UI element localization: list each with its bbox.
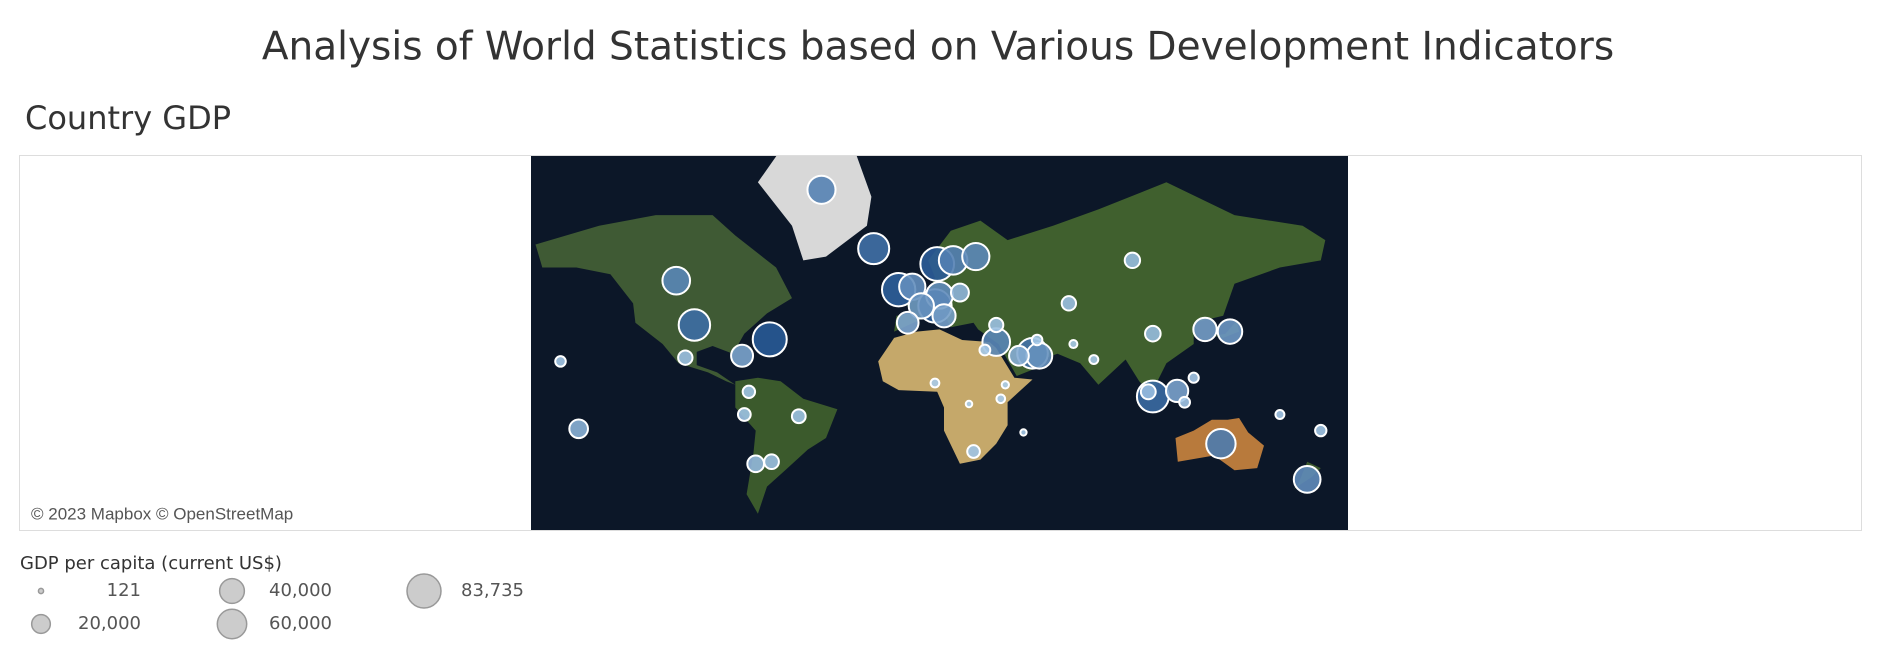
country-bubble [1314, 423, 1328, 438]
legend-size-mark [218, 577, 246, 605]
country-bubble [966, 444, 981, 459]
legend-size-mark [406, 573, 442, 609]
country-bubble [1139, 383, 1157, 401]
country-bubble [1187, 371, 1200, 384]
country-bubble [988, 316, 1005, 334]
country-bubble [746, 454, 766, 474]
country-bubble [978, 343, 992, 357]
country-bubble [1088, 354, 1100, 365]
country-bubble [790, 408, 807, 425]
attribution-bg [24, 503, 308, 527]
legend-label: 20,000 [78, 613, 141, 634]
legend-label: 60,000 [269, 613, 332, 634]
country-bubble [929, 377, 941, 389]
country-bubble [1205, 427, 1237, 460]
country-bubble [1274, 408, 1286, 420]
country-bubble [1178, 395, 1191, 409]
landmass [757, 156, 872, 261]
country-bubble [961, 241, 991, 272]
map [531, 156, 1348, 530]
country-bubble [1192, 316, 1218, 343]
country-bubble [1000, 380, 1010, 390]
country-bubble [931, 303, 957, 329]
country-bubble [1008, 344, 1030, 367]
sheet-title: Country GDP [25, 99, 231, 137]
country-bubble [1060, 295, 1078, 312]
country-bubble [1068, 339, 1079, 350]
country-bubble [730, 343, 755, 368]
landmass [735, 377, 838, 514]
legend-size-mark [216, 608, 248, 640]
country-bubble [1216, 318, 1244, 345]
country-bubble [1292, 465, 1322, 494]
landmass [535, 215, 792, 385]
country-bubble [741, 384, 757, 400]
country-bubble [677, 308, 712, 342]
country-bubble [895, 310, 920, 335]
country-bubble [568, 418, 589, 440]
legend-title: GDP per capita (current US$) [20, 553, 282, 574]
country-bubble [949, 282, 970, 303]
country-bubble [677, 349, 694, 366]
legend-size-mark [37, 587, 45, 595]
country-bubble [995, 393, 1007, 405]
country-bubble [763, 453, 780, 471]
country-bubble [1030, 333, 1044, 347]
dashboard-title: Analysis of World Statistics based on Va… [262, 25, 1614, 70]
legend-size-mark [30, 613, 52, 635]
attribution: © 2023 Mapbox © OpenStreetMap [31, 504, 293, 523]
country-bubble [806, 174, 837, 205]
country-bubble [907, 292, 935, 320]
country-bubble [661, 265, 692, 296]
legend-label: 40,000 [269, 580, 332, 601]
country-bubble [1123, 251, 1142, 270]
legend-label: 121 [107, 580, 141, 601]
country-bubble [964, 399, 974, 409]
country-bubble [554, 355, 567, 368]
country-bubble [751, 321, 788, 358]
legend-label: 83,735 [461, 580, 524, 601]
country-bubble [1025, 341, 1054, 370]
country-bubble [1019, 428, 1028, 437]
country-bubble [857, 232, 891, 266]
country-bubble [736, 407, 752, 422]
landmass [878, 329, 1033, 464]
country-bubble [1144, 324, 1162, 343]
